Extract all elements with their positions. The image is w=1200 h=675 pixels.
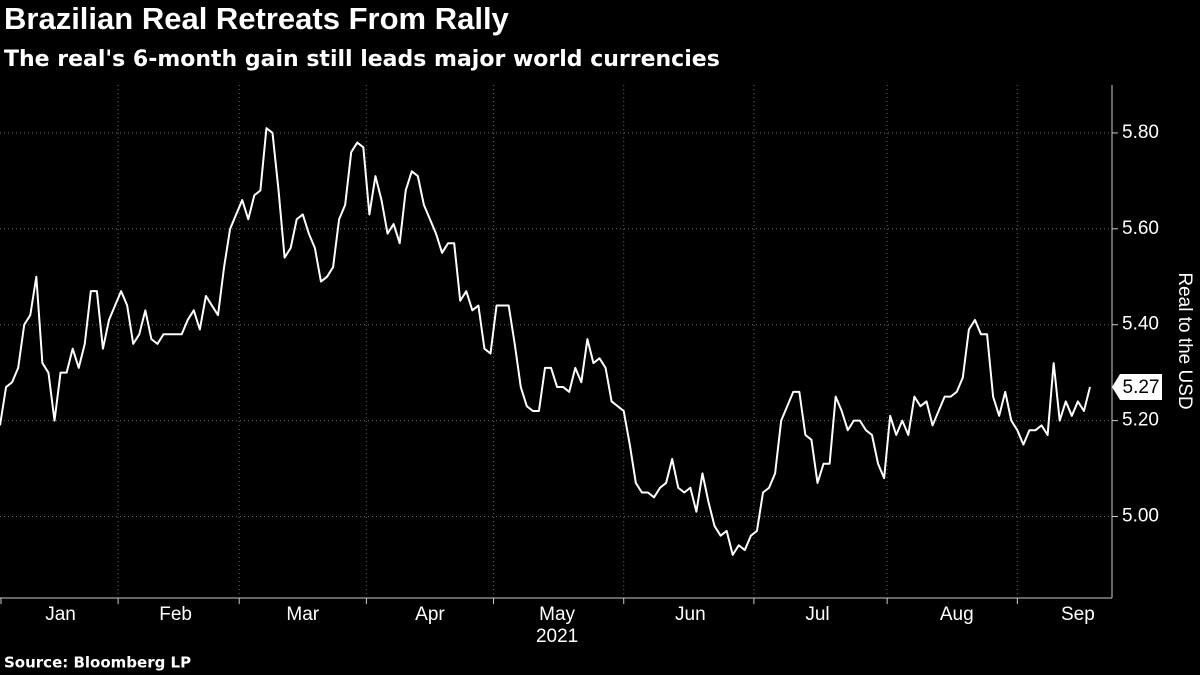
x-tick-label: Jun	[675, 604, 706, 625]
x-tick-label: May	[539, 604, 575, 625]
y-tick-label: 5.00	[1122, 506, 1159, 527]
y-tick-label: 5.40	[1122, 314, 1159, 335]
x-tick-label: Jul	[805, 604, 829, 625]
x-tick-label: Sep	[1061, 604, 1095, 625]
x-tick-label: Aug	[940, 604, 974, 625]
line-series	[0, 127, 1091, 556]
x-tick-label: Jan	[45, 604, 76, 625]
y-tick-label: 5.60	[1122, 218, 1159, 239]
y-axis-label: Real to the USD	[1174, 272, 1195, 409]
chart-title: Brazilian Real Retreats From Rally	[4, 1, 510, 36]
chart-subtitle: The real's 6-month gain still leads majo…	[4, 47, 720, 72]
y-tick-label: 5.20	[1122, 410, 1159, 431]
x-tick-label: Mar	[286, 604, 319, 625]
y-tick-label: 5.80	[1122, 122, 1159, 143]
last-value-tag	[1112, 374, 1162, 401]
x-tick-label: Apr	[415, 604, 445, 625]
x-sublabel: 2021	[536, 626, 578, 647]
last-value-label: 5.27	[1123, 377, 1160, 398]
x-tick-label: Feb	[159, 604, 192, 625]
source: Source: Bloomberg LP	[4, 654, 191, 672]
